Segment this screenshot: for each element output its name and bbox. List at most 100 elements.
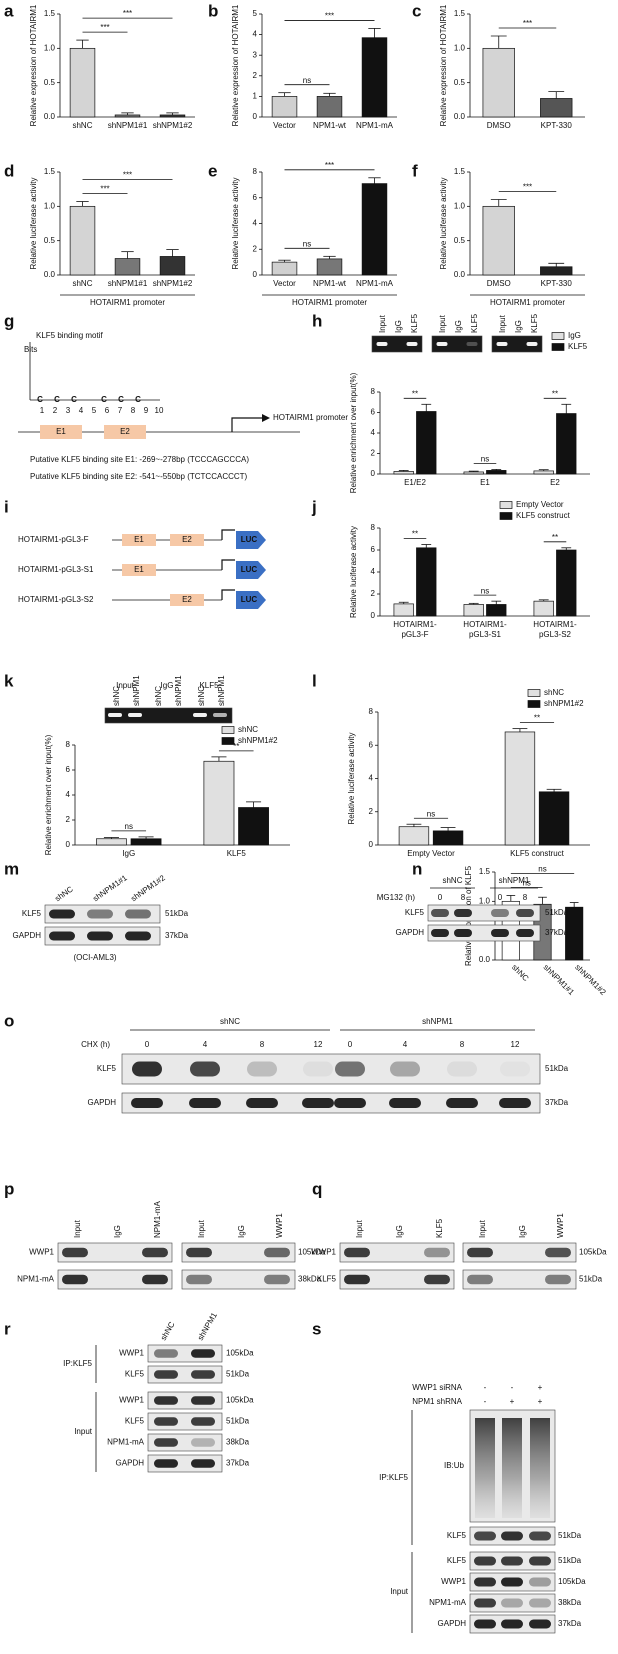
blot-background <box>57 1269 173 1290</box>
y-tick-label: 8 <box>371 387 376 396</box>
lane-label: KLF5 <box>470 313 479 333</box>
construct-label: HOTAIRM1-pGL3-F <box>18 535 89 544</box>
x-tick-label: KLF5 construct <box>510 849 565 858</box>
lane-label: IgG <box>518 1225 527 1238</box>
bar <box>540 266 573 276</box>
protein-label: WWP1 <box>441 1577 466 1586</box>
blot-background <box>462 1242 577 1263</box>
size-label: 38kDa <box>298 1275 322 1284</box>
x-tick-label: KPT-330 <box>541 121 573 130</box>
y-tick-label: 6 <box>66 765 71 774</box>
bar <box>69 205 96 276</box>
lane-label: IgG <box>113 1225 122 1238</box>
x-tick-label: E1/E2 <box>404 478 426 487</box>
protein-label: NPM1-mA <box>107 1438 145 1447</box>
bar <box>114 114 141 118</box>
protein-label: NPM1-mA <box>17 1275 55 1284</box>
x-tick-label: KPT-330 <box>541 279 573 288</box>
y-tick-label: 1.5 <box>479 867 491 876</box>
size-label: 105kDa <box>226 1396 254 1405</box>
band <box>516 909 534 917</box>
y-tick-label: 1.5 <box>454 9 466 18</box>
band <box>247 1061 277 1077</box>
size-label: 105kDa <box>558 1577 586 1586</box>
time-label: 4 <box>203 1040 208 1049</box>
position-label: 1 <box>40 406 45 415</box>
y-axis-label: Relative luciferase activity <box>29 177 38 269</box>
condition-mark: + <box>510 1397 515 1406</box>
y-tick-label: 1.5 <box>44 9 56 18</box>
y-tick-label: 1.0 <box>454 43 466 52</box>
treatment-label: MG132 (h) <box>377 893 416 902</box>
panel-letter: q <box>312 1179 322 1198</box>
y-tick-label: 0.0 <box>44 112 56 121</box>
binding-site-text: Putative KLF5 binding site E2: -541~-550… <box>30 472 248 481</box>
y-tick-label: 2 <box>253 244 258 253</box>
band <box>62 1274 88 1285</box>
significance-label: *** <box>100 185 109 194</box>
band <box>499 1098 531 1108</box>
x-tick-label: shNPM1#1 <box>108 279 148 288</box>
band <box>154 1370 178 1379</box>
band <box>491 909 509 917</box>
x-tick-label: NPM1-mA <box>356 121 394 130</box>
lane-label: Input <box>478 1219 487 1238</box>
lane-label: Input <box>73 1219 82 1238</box>
legend-label: KLF5 construct <box>516 511 571 520</box>
lane-label: KLF5 <box>410 313 419 333</box>
y-tick-label: 1 <box>253 92 258 101</box>
input-label: Input <box>390 1587 409 1596</box>
binding-box-label: E2 <box>120 427 130 436</box>
lane-label: IgG <box>395 1225 404 1238</box>
panel-letter: o <box>4 1011 14 1030</box>
y-tick-label: 4 <box>66 790 71 799</box>
time-label: 8 <box>460 1040 465 1049</box>
significance-label: *** <box>325 161 334 170</box>
band <box>496 342 508 346</box>
band <box>154 1396 178 1405</box>
lane-label: Input <box>355 1219 364 1238</box>
protein-label: WWP1 <box>311 1248 336 1257</box>
y-tick-label: 0.5 <box>44 78 56 87</box>
size-label: 51kDa <box>558 1531 582 1540</box>
lane-label: shNC <box>112 686 121 706</box>
band <box>335 1061 365 1077</box>
x-tick-label: shNPM1#2 <box>153 121 193 130</box>
protein-label: KLF5 <box>97 1064 117 1073</box>
band <box>467 1247 493 1258</box>
size-label: 38kDa <box>226 1438 250 1447</box>
panel-letter: e <box>208 161 217 180</box>
significance-label: ** <box>412 389 418 398</box>
band <box>154 1438 178 1447</box>
tss-arrow <box>231 417 262 432</box>
blot-background <box>427 924 541 942</box>
bar <box>463 471 484 475</box>
band <box>344 1274 370 1285</box>
size-label: 51kDa <box>226 1417 250 1426</box>
lane-label: WWP1 <box>556 1213 565 1238</box>
legend-label: shNC <box>238 725 258 734</box>
band <box>526 342 538 346</box>
x-tick-label: HOTAIRM1-pGL3-S2 <box>533 620 577 639</box>
position-label: 9 <box>144 406 149 415</box>
x-tick-label: shNPM1#1 <box>542 963 577 998</box>
position-label: 3 <box>66 406 71 415</box>
band <box>189 1098 221 1108</box>
panel-letter: l <box>312 671 317 690</box>
position-label: 5 <box>92 406 97 415</box>
band <box>191 1349 215 1358</box>
y-tick-label: 2 <box>253 71 258 80</box>
protein-label: GAPDH <box>88 1098 117 1107</box>
band <box>87 931 113 941</box>
x-tick-label-line: pGL3-F <box>401 630 428 639</box>
condition-label: WWP1 siRNA <box>412 1383 462 1392</box>
x-tick-label: E2 <box>550 478 560 487</box>
tss-arrow <box>221 589 235 600</box>
band <box>125 909 151 919</box>
band <box>501 1577 523 1587</box>
lane-label: shNPM1 <box>196 1311 219 1343</box>
y-axis-label: Relative luciferase activity <box>439 177 448 269</box>
band <box>191 1396 215 1405</box>
bar <box>482 47 515 118</box>
panel-letter: g <box>4 311 14 330</box>
